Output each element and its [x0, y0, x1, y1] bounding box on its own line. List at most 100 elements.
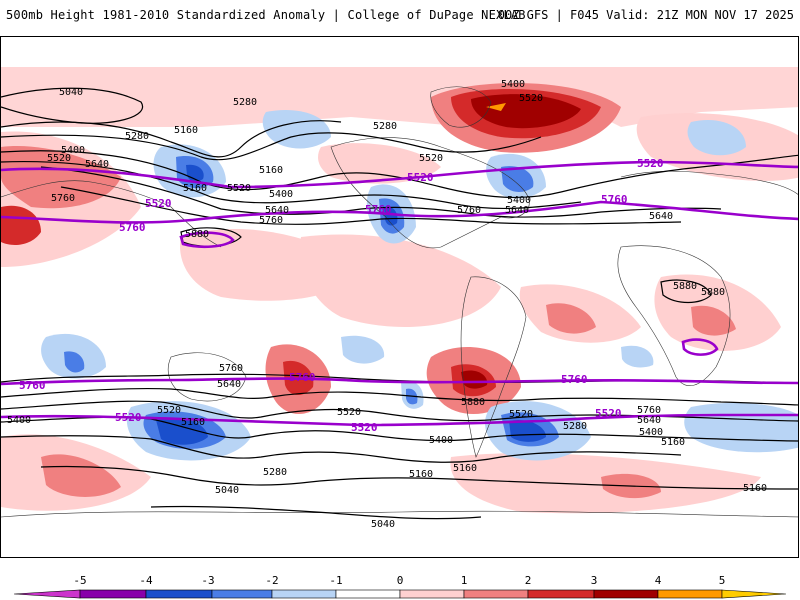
positive-anomaly-region [691, 305, 736, 336]
positive-anomaly-region [471, 94, 581, 129]
contour-label: 5640 [265, 205, 289, 216]
colorbar-tick-label: 0 [396, 574, 404, 587]
negative-anomaly-region [262, 109, 331, 149]
negative-anomaly-region [501, 166, 534, 193]
contour-label: 5880 [673, 281, 697, 292]
ref-contour-label: 5520 [637, 157, 664, 170]
contour-5520 [1, 161, 582, 210]
contour-5160-south [40, 465, 798, 490]
colorbar-arrow-left [13, 589, 81, 599]
contour-label: 5760 [219, 363, 243, 374]
contour-label: 5400 [7, 415, 31, 426]
contour-label: 5280 [125, 131, 149, 142]
contour-label: 5400 [507, 195, 531, 206]
contour-label: 5520 [337, 407, 361, 418]
contour-5040-south [150, 505, 482, 520]
contour-label: 5160 [661, 437, 685, 448]
contour-label: 5520 [227, 183, 251, 194]
contour-label: 5760 [51, 193, 75, 204]
contour-5280 [1, 132, 542, 161]
negative-anomaly-region [621, 345, 654, 368]
negative-anomaly-region [509, 419, 546, 442]
contour-label: 5880 [185, 229, 209, 240]
contour-label: 5880 [461, 397, 485, 408]
contour-5880-africa [660, 279, 712, 304]
contour-label: 5160 [183, 183, 207, 194]
colorbar-tick-label: -3 [201, 574, 215, 587]
ref-contour-5880-africa [681, 338, 719, 356]
ref-contour-label: 5520 [115, 411, 142, 424]
coastline-antarctica [1, 510, 798, 518]
negative-anomaly-region [64, 351, 85, 373]
contour-label: 5520 [509, 409, 533, 420]
coastline-africa [617, 245, 731, 386]
ref-contour-label: 5760 [119, 221, 146, 234]
negative-anomaly-region [684, 402, 798, 453]
contour-5640 [40, 166, 722, 218]
colorbar-tick-label: 1 [460, 574, 468, 587]
coastlines [1, 86, 798, 518]
anomaly-shading [1, 67, 798, 514]
colorbar-bin-pos2 [463, 589, 529, 599]
contour-label: 5160 [743, 483, 767, 494]
map-title: 500mb Height 1981-2010 Standardized Anom… [6, 8, 526, 22]
contour-label: 5640 [85, 159, 109, 170]
colorbar-tick-label: -5 [73, 574, 87, 587]
colorbar-bin-neg1 [271, 589, 337, 599]
contour-label: 5400 [269, 189, 293, 200]
contour-label: 5640 [637, 415, 661, 426]
contour-label: 5160 [409, 469, 433, 480]
contour-5160 [1, 120, 342, 158]
colorbar-tick-label: 3 [590, 574, 598, 587]
contour-label: 5520 [419, 153, 443, 164]
contour-label: 5160 [181, 417, 205, 428]
contour-label: 5640 [217, 379, 241, 390]
ref-contour-5880-north [179, 231, 235, 249]
contour-label: 5160 [174, 125, 198, 136]
colorbar-tick-label: 4 [654, 574, 662, 587]
ref-contour-label: 5760 [289, 371, 316, 384]
colorbar-bin-pos4 [593, 589, 659, 599]
contour-label: 5040 [215, 485, 239, 496]
contour-label: 5760 [457, 205, 481, 216]
run-info: 00Z GFS | F045 Valid: 21Z MON NOV 17 202… [497, 8, 794, 22]
contour-5760 [60, 186, 682, 225]
colorbar-tick-label: -2 [265, 574, 279, 587]
colorbar-tick-label: 2 [524, 574, 532, 587]
contour-label: 5640 [649, 211, 673, 222]
colorbar-bin-zero [335, 589, 401, 599]
contour-label: 5760 [259, 215, 283, 226]
map-panel: 5040 5280 5160 5280 5400 5520 5640 5760 … [0, 36, 799, 558]
ref-contour-label: 5520 [351, 421, 378, 434]
colorbar-graphic [13, 589, 787, 599]
colorbar-tick-label: 5 [718, 574, 726, 587]
positive-anomaly-region [1, 205, 41, 245]
contour-label: 5400 [61, 145, 85, 156]
reference-contours [1, 160, 798, 427]
ref-contour-label: 5760 [601, 193, 628, 206]
contour-label: 5160 [259, 165, 283, 176]
ref-contour-label: 5520 [595, 407, 622, 420]
contour-5400 [1, 150, 798, 199]
ref-contour-label: 5760 [365, 203, 392, 216]
contour-label: 5280 [563, 421, 587, 432]
colorbar-tick-label: -4 [139, 574, 153, 587]
positive-anomaly-region [546, 303, 596, 334]
colorbar-bin-neg2 [211, 589, 273, 599]
ref-contour-5760-south [1, 377, 798, 386]
ref-contour-5760-north [1, 200, 798, 224]
contour-label: 5520 [157, 405, 181, 416]
colorbar-bin-pos5 [657, 589, 723, 599]
anomaly-map: 5040 5280 5160 5280 5400 5520 5640 5760 … [1, 67, 798, 530]
contour-label: 5520 [519, 93, 543, 104]
coastline-south-america [460, 276, 527, 458]
negative-anomaly-region [341, 335, 385, 364]
contour-5640-south [1, 387, 798, 406]
ref-contour-5520-south [1, 413, 798, 427]
colorbar: -5 -4 -3 -2 -1 0 1 2 3 4 5 [0, 558, 800, 600]
colorbar-arrow-right [721, 589, 787, 599]
positive-anomaly-region [41, 454, 121, 497]
coastline-europe-asia [1, 170, 798, 248]
contour-5280-south [1, 435, 682, 463]
coastline-greenland [430, 86, 492, 128]
